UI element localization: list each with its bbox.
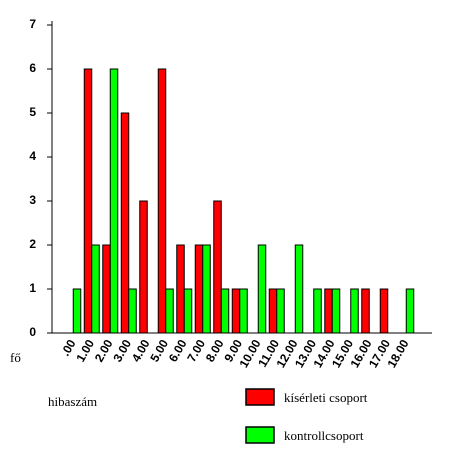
bar — [83, 68, 93, 334]
x-tick-label: 5.00 — [147, 337, 171, 365]
bar — [405, 288, 415, 334]
bar — [102, 244, 111, 334]
y-tick-label: 3 — [29, 193, 36, 207]
bar — [239, 288, 248, 334]
y-axis-label: fő — [10, 350, 21, 365]
y-tick-label: 1 — [29, 281, 36, 295]
legend-label: kísérleti csoport — [284, 390, 368, 405]
bar — [324, 288, 333, 334]
bar — [350, 288, 359, 334]
y-tick-label: 6 — [29, 61, 36, 75]
bar — [257, 244, 267, 334]
x-tick-label: 7.00 — [184, 337, 208, 365]
bar — [276, 288, 285, 334]
bar — [109, 68, 119, 334]
x-tick-label: 4.00 — [129, 337, 153, 365]
bar — [231, 288, 241, 334]
bar — [361, 288, 370, 334]
y-tick-label: 5 — [29, 105, 36, 119]
bar — [139, 200, 148, 334]
y-tick-label: 2 — [29, 237, 36, 251]
bar — [202, 244, 211, 334]
bar — [313, 288, 322, 334]
bar — [128, 288, 137, 334]
y-tick-label: 7 — [29, 17, 36, 31]
bar — [91, 244, 100, 334]
bar — [194, 244, 204, 334]
x-tick-label: 6.00 — [166, 337, 190, 365]
bar — [157, 68, 167, 334]
legend-label: kontrollcsoport — [284, 428, 364, 443]
x-tick-label: 2.00 — [92, 337, 116, 365]
y-tick-label: 4 — [29, 149, 36, 163]
legend-swatch — [245, 426, 275, 444]
bar — [294, 244, 304, 334]
x-axis-label: hibaszám — [48, 394, 97, 409]
x-tick-label: 1.00 — [73, 337, 97, 365]
bar — [213, 200, 222, 334]
legend-swatch — [245, 388, 275, 406]
bar — [165, 288, 174, 334]
bar — [331, 288, 341, 334]
bar — [220, 288, 230, 334]
bar — [183, 288, 193, 334]
bar — [176, 244, 185, 334]
bar — [120, 112, 130, 334]
bar — [72, 288, 82, 334]
x-tick-label: 3.00 — [110, 337, 134, 365]
y-tick-label: 0 — [29, 325, 36, 339]
x-tick-label: 8.00 — [203, 337, 227, 365]
bar — [268, 288, 278, 334]
bar — [379, 288, 389, 334]
